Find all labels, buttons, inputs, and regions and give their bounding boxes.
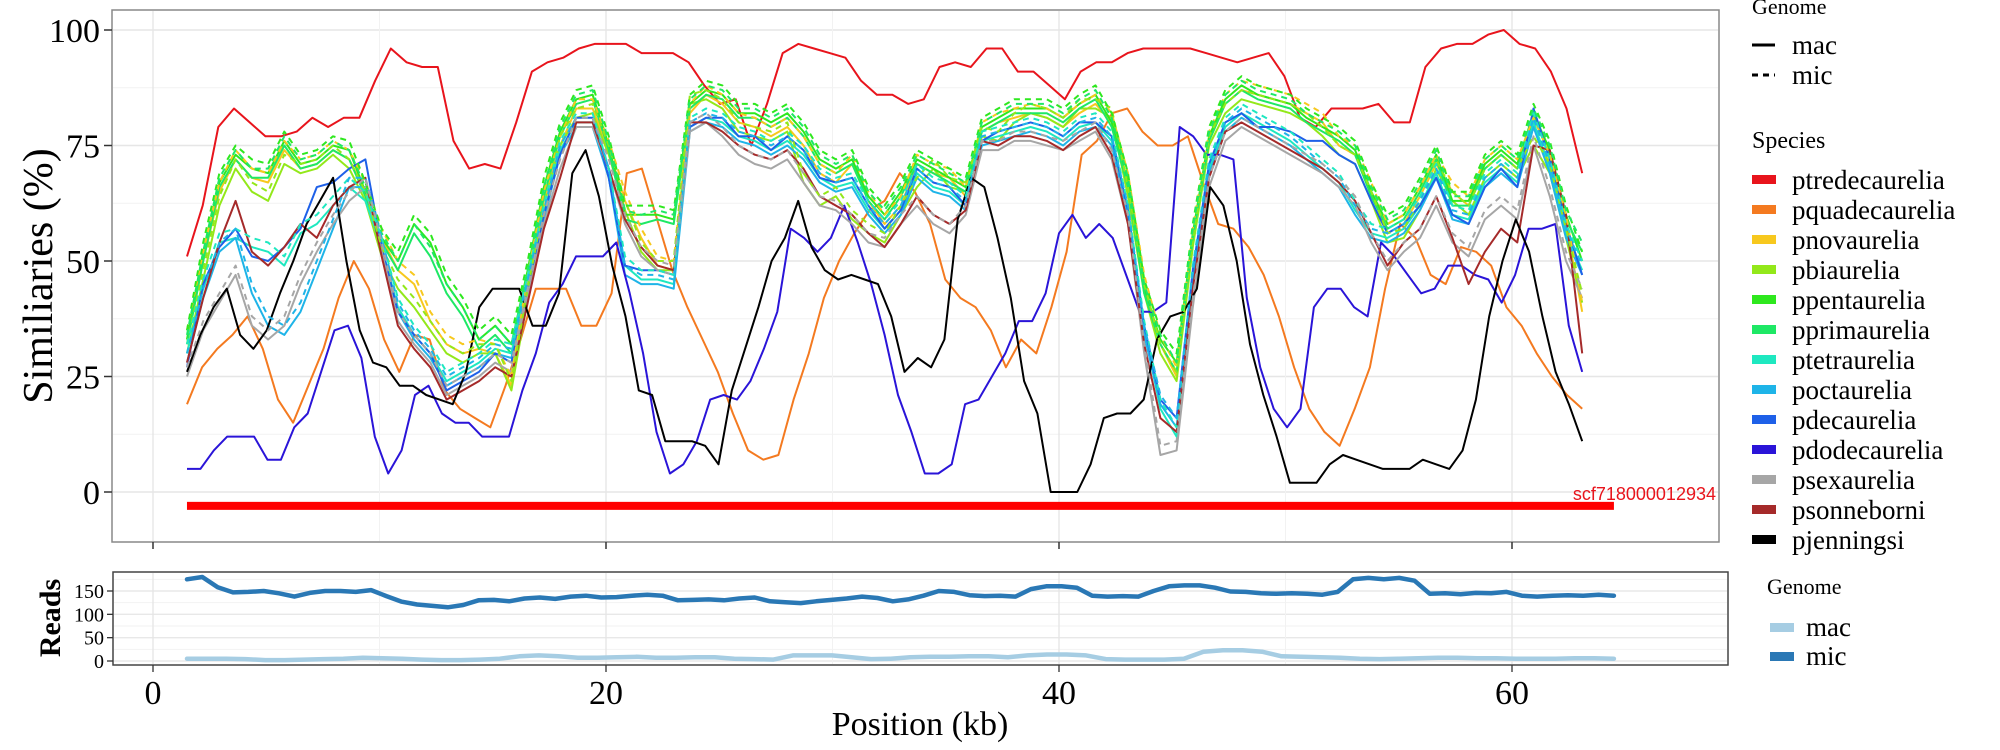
legend-species: Species ptredecaureliapquadecaureliapnov…: [1752, 128, 1955, 555]
reads-y-axis-title: Reads: [34, 579, 67, 657]
legend-swatch-icon: [1752, 445, 1776, 454]
similarity-y-axis-title: Similiaries (%): [16, 148, 62, 403]
y-tick-label: 50: [84, 628, 104, 650]
legend-species-pquadecaurelia: pquadecaurelia: [1792, 195, 1955, 225]
series-line-mac-ptredecaurelia: [186, 29, 1584, 257]
legend-swatch-icon: [1752, 505, 1776, 514]
legend-swatch-icon: [1752, 475, 1776, 484]
legend-swatch-icon: [1752, 385, 1776, 394]
y-tick-label: 0: [94, 651, 104, 673]
similarity-x-ticks: [152, 542, 1513, 549]
legend-reads-mac: mac: [1806, 612, 1851, 642]
legend-species-psexaurelia: psexaurelia: [1792, 465, 1915, 495]
series-line-mic-poctaurelia: [186, 107, 1584, 420]
series-line-mic-pbiaurelia: [186, 89, 1584, 383]
y-tick-label: 150: [74, 581, 104, 603]
x-tick-label: 0: [145, 675, 162, 712]
scaffold-bar: [186, 501, 1614, 510]
legend-swatch-icon: [1752, 295, 1776, 304]
series-line-mic-psexaurelia: [186, 112, 1584, 447]
legend-mac-swatch-icon: [1770, 623, 1794, 632]
legend-species-pbiaurelia: pbiaurelia: [1792, 255, 1900, 285]
legend-species-pdodecaurelia: pdodecaurelia: [1792, 435, 1943, 465]
x-axis-title: Position (kb): [832, 706, 1009, 743]
legend-species-title: Species: [1752, 128, 1825, 154]
legend-species-ptredecaurelia: ptredecaurelia: [1792, 165, 1945, 195]
legend-swatch-icon: [1752, 235, 1776, 244]
series-line-mic-ptetraurelia: [186, 102, 1584, 429]
legend-species-pnovaurelia: pnovaurelia: [1792, 225, 1919, 255]
reads-grid: [114, 573, 1727, 664]
similarity-series: [186, 29, 1584, 493]
legend-swatch-icon: [1752, 415, 1776, 424]
series-line-mic-ppentaurelia: [186, 75, 1584, 355]
x-tick-label: 40: [1042, 675, 1076, 712]
y-tick-label: 50: [66, 244, 100, 281]
series-line-mic-pprimaurelia: [186, 79, 1584, 364]
legend-genome-mic: mic: [1792, 60, 1833, 90]
x-tick-label: 60: [1495, 675, 1529, 712]
legend-species-pjenningsi: pjenningsi: [1792, 525, 1905, 555]
legend-genome-top: Genome mac mic: [1752, 0, 1837, 90]
legend-swatch-icon: [1752, 175, 1776, 184]
series-line-mac-pjenningsi: [186, 149, 1584, 493]
legend-genome-bottom: Genome mac mic: [1767, 574, 1851, 671]
legend-species-pprimaurelia: pprimaurelia: [1792, 315, 1930, 345]
y-tick-label: 75: [66, 129, 100, 166]
reads-line-mic: [184, 574, 1617, 610]
legend-reads-mic: mic: [1806, 641, 1847, 671]
y-tick-label: 25: [66, 360, 100, 397]
x-tick-label: 20: [589, 675, 623, 712]
series-line-mac-pprimaurelia: [186, 89, 1584, 373]
legend-reads-genome-title: Genome: [1767, 574, 1842, 599]
legend-swatch-icon: [1752, 535, 1776, 544]
scaffold-label: scf718000012934: [1573, 484, 1716, 504]
similarity-panel: 0 25 50 75 100 scf718000012934 Similiaries (…: [16, 9, 1720, 549]
reads-series: [184, 574, 1617, 663]
y-tick-label: 0: [83, 475, 100, 512]
y-tick-label: 100: [74, 604, 104, 626]
series-line-mac-pdodecaurelia: [187, 126, 1584, 475]
legend-species-psonneborni: psonneborni: [1792, 495, 1925, 525]
series-line-mac-pnovaurelia: [186, 89, 1584, 387]
legend-genome-title: Genome: [1752, 0, 1827, 19]
series-line-mac-pdecaurelia: [186, 107, 1584, 420]
legend-mic-swatch-icon: [1770, 652, 1794, 661]
legend-swatch-icon: [1752, 265, 1776, 274]
series-line-mic-pnovaurelia: [186, 79, 1584, 378]
reads-x-ticks: 0 20 40 60: [145, 665, 1529, 712]
legend-genome-mac: mac: [1792, 30, 1837, 60]
reads-panel-frame: [112, 571, 1729, 666]
legend-species-ptetraurelia: ptetraurelia: [1792, 345, 1915, 375]
y-tick-label: 100: [49, 13, 100, 50]
legend-swatch-icon: [1752, 355, 1776, 364]
reads-line-mac: [184, 648, 1617, 663]
legend-swatch-icon: [1752, 205, 1776, 214]
legend-species-ppentaurelia: ppentaurelia: [1792, 285, 1925, 315]
similarity-grid: [113, 11, 1718, 541]
legend-species-poctaurelia: poctaurelia: [1792, 375, 1912, 405]
legend-species-pdecaurelia: pdecaurelia: [1792, 405, 1916, 435]
similarity-y-ticks: 0 25 50 75 100: [49, 13, 112, 512]
legend-swatch-icon: [1752, 325, 1776, 334]
